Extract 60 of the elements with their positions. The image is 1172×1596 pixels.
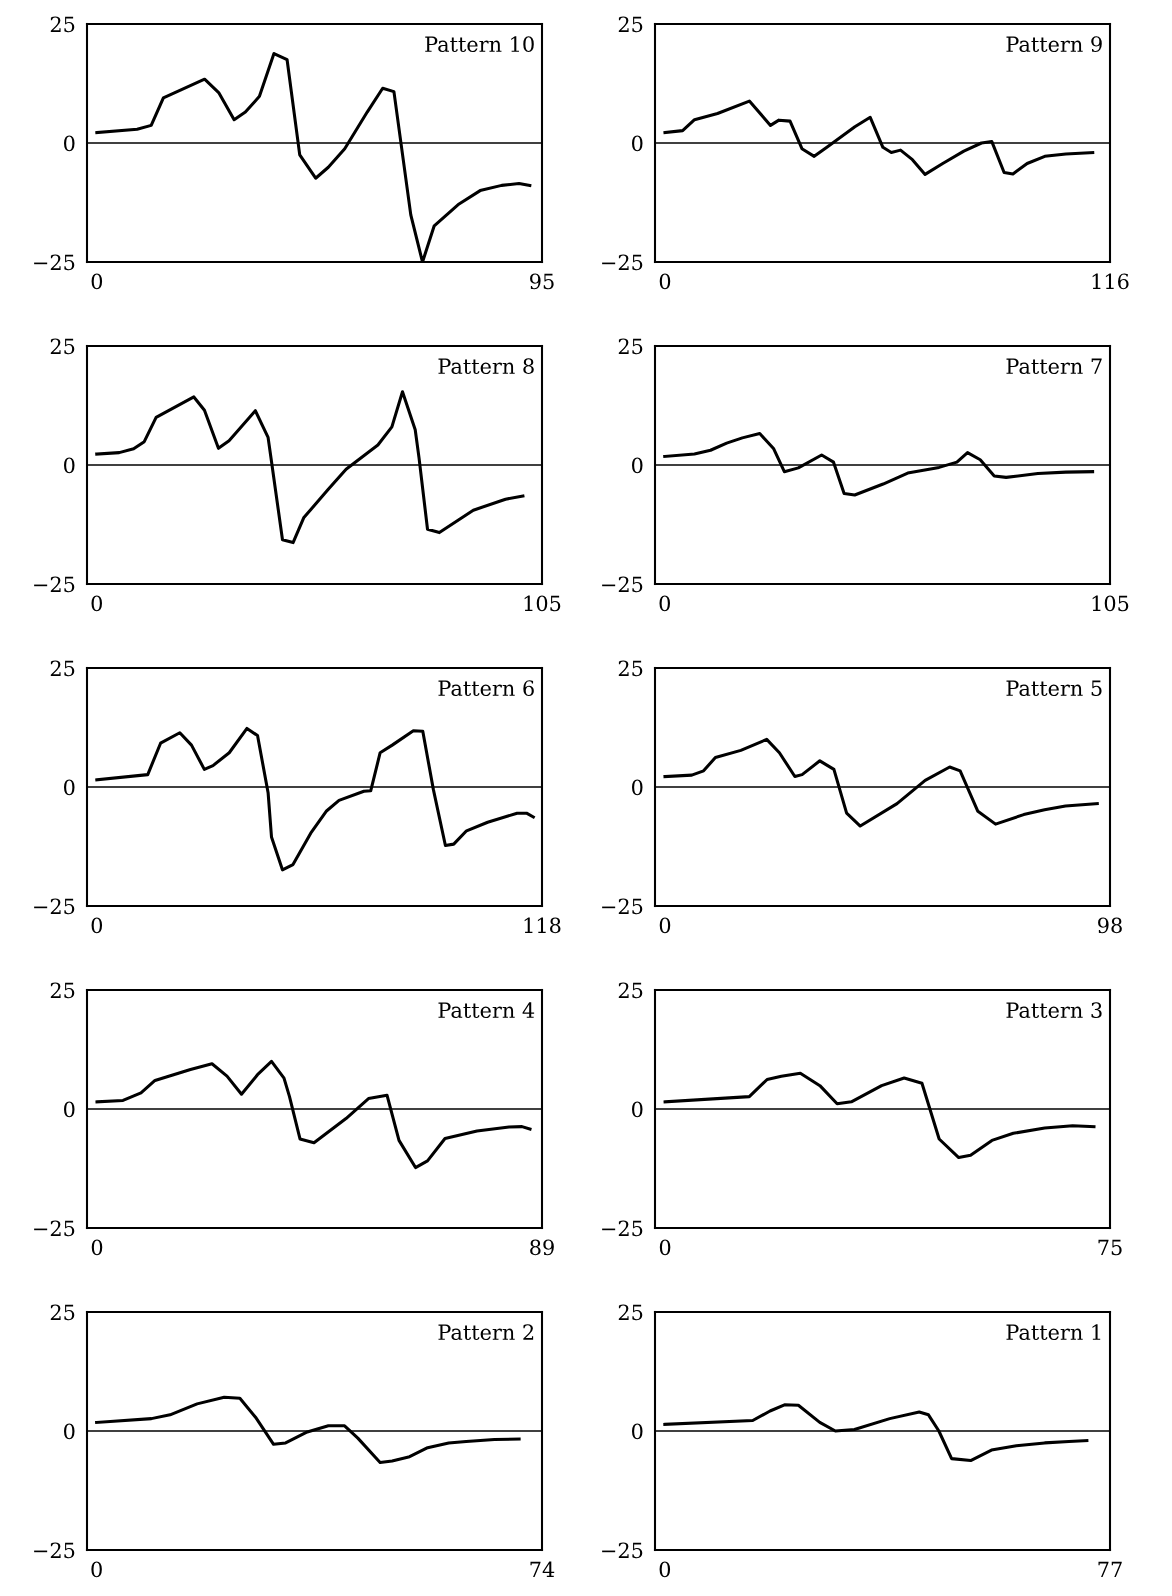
y-tick-label: −25 <box>602 576 643 593</box>
y-tick-label: 0 <box>64 1101 75 1118</box>
x-tick-label: 89 <box>530 1239 554 1256</box>
y-tick-label: 0 <box>64 457 75 474</box>
chart-title: Pattern 6 <box>438 680 534 697</box>
chart-title: Pattern 8 <box>438 358 534 375</box>
y-tick-label: 0 <box>64 1423 75 1440</box>
x-tick-label: 77 <box>1098 1561 1122 1577</box>
y-tick-label: 0 <box>64 135 75 152</box>
chart-title: Pattern 7 <box>1006 358 1102 375</box>
x-tick-label: 0 <box>659 595 670 612</box>
y-tick-label: 25 <box>50 338 75 355</box>
y-tick-label: −25 <box>34 1542 75 1559</box>
y-tick-label: −25 <box>602 1220 643 1237</box>
x-tick-label: 95 <box>530 273 554 290</box>
chart-title: Pattern 10 <box>425 36 534 53</box>
y-tick-label: 25 <box>50 982 75 999</box>
x-tick-label: 0 <box>91 273 103 290</box>
y-tick-label: 25 <box>618 338 643 355</box>
chart-title: Pattern 5 <box>1006 680 1102 697</box>
y-tick-label: 0 <box>632 135 643 152</box>
x-tick-label: 116 <box>1092 273 1129 290</box>
y-tick-label: 25 <box>618 660 643 677</box>
chart-title: Pattern 1 <box>1006 1324 1101 1341</box>
y-tick-label: 0 <box>632 779 643 796</box>
x-tick-label: 0 <box>659 1239 671 1256</box>
x-tick-label: 0 <box>659 1561 671 1578</box>
y-tick-label: −25 <box>602 1542 643 1559</box>
y-tick-label: 25 <box>50 1304 75 1321</box>
x-tick-label: 74 <box>530 1561 555 1577</box>
y-tick-label: −25 <box>34 898 75 915</box>
x-tick-label: 118 <box>524 917 561 934</box>
y-tick-label: 25 <box>50 660 75 677</box>
y-tick-label: 25 <box>618 16 643 33</box>
y-tick-label: −25 <box>34 576 75 593</box>
y-tick-label: 25 <box>618 1304 643 1321</box>
chart-title: Pattern 2 <box>438 1324 534 1341</box>
x-tick-label: 98 <box>1098 917 1122 934</box>
y-tick-label: −25 <box>34 1220 75 1237</box>
x-tick-label: 0 <box>659 273 671 290</box>
y-tick-label: −25 <box>602 898 643 915</box>
x-tick-label: 105 <box>1092 595 1129 612</box>
y-tick-label: 25 <box>618 982 643 999</box>
x-tick-label: 75 <box>1098 1239 1122 1256</box>
x-tick-label: 0 <box>659 917 671 934</box>
x-tick-label: 105 <box>524 595 561 612</box>
y-tick-label: 0 <box>64 779 75 796</box>
chart-title: Pattern 4 <box>438 1002 535 1019</box>
chart-title: Pattern 9 <box>1006 36 1102 53</box>
chart-title: Pattern 3 <box>1006 1002 1102 1019</box>
x-tick-label: 0 <box>91 595 102 612</box>
x-tick-label: 0 <box>91 1239 103 1256</box>
y-tick-label: −25 <box>34 254 75 271</box>
x-tick-label: 0 <box>91 917 103 934</box>
y-tick-label: 0 <box>632 457 643 474</box>
y-tick-label: 25 <box>50 16 75 33</box>
x-tick-label: 0 <box>91 1561 102 1578</box>
y-tick-label: −25 <box>602 254 643 271</box>
y-tick-label: 0 <box>632 1101 643 1118</box>
y-tick-label: 0 <box>632 1423 643 1440</box>
